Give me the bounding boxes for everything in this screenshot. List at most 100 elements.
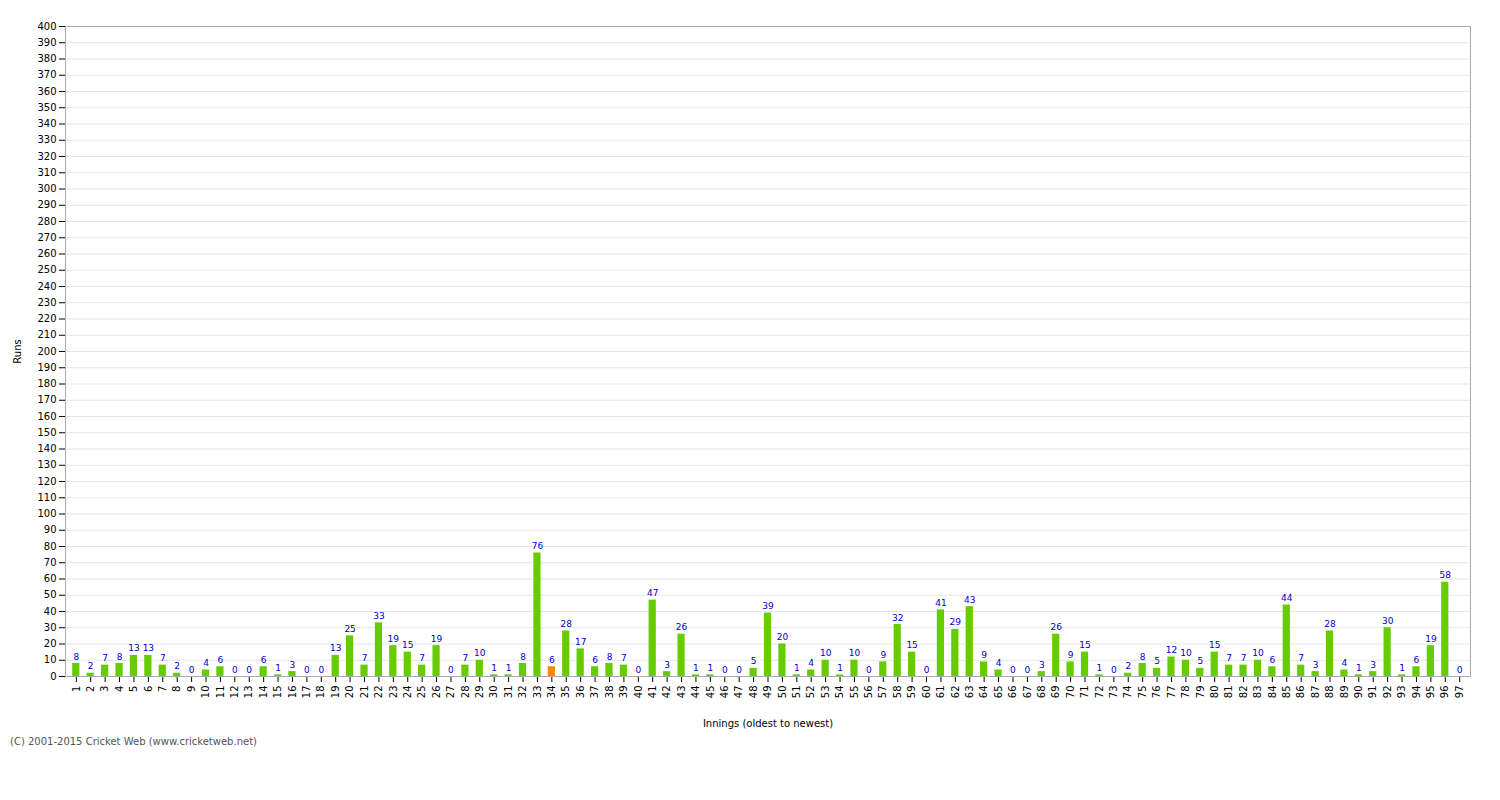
svg-text:88: 88 bbox=[1324, 686, 1335, 699]
svg-text:250: 250 bbox=[37, 264, 56, 275]
svg-text:3: 3 bbox=[290, 660, 296, 670]
svg-text:40: 40 bbox=[44, 606, 57, 617]
svg-text:44: 44 bbox=[690, 686, 701, 699]
svg-text:320: 320 bbox=[37, 151, 56, 162]
svg-text:9: 9 bbox=[880, 650, 886, 660]
svg-text:0: 0 bbox=[246, 665, 252, 675]
svg-text:25: 25 bbox=[416, 686, 427, 699]
svg-text:24: 24 bbox=[402, 686, 413, 699]
svg-text:22: 22 bbox=[373, 686, 384, 699]
svg-text:26: 26 bbox=[1050, 622, 1062, 632]
svg-text:35: 35 bbox=[560, 686, 571, 699]
svg-text:57: 57 bbox=[877, 686, 888, 699]
svg-text:1: 1 bbox=[506, 663, 512, 673]
svg-text:15: 15 bbox=[402, 640, 413, 650]
svg-text:70: 70 bbox=[44, 557, 57, 568]
svg-text:1: 1 bbox=[693, 663, 699, 673]
svg-text:41: 41 bbox=[647, 686, 658, 699]
svg-text:16: 16 bbox=[287, 686, 298, 699]
svg-text:9: 9 bbox=[186, 686, 197, 692]
svg-text:6: 6 bbox=[1414, 655, 1420, 665]
svg-text:0: 0 bbox=[304, 665, 310, 675]
svg-text:33: 33 bbox=[373, 611, 384, 621]
svg-text:10: 10 bbox=[849, 648, 861, 658]
svg-text:71: 71 bbox=[1079, 686, 1090, 699]
svg-text:310: 310 bbox=[37, 167, 56, 178]
svg-text:4: 4 bbox=[1342, 658, 1348, 668]
svg-text:20: 20 bbox=[44, 638, 57, 649]
svg-text:43: 43 bbox=[676, 686, 687, 699]
svg-text:48: 48 bbox=[748, 686, 759, 699]
svg-text:60: 60 bbox=[921, 686, 932, 699]
svg-text:19: 19 bbox=[388, 634, 400, 644]
svg-text:2: 2 bbox=[88, 661, 94, 671]
svg-text:9: 9 bbox=[1068, 650, 1074, 660]
svg-text:180: 180 bbox=[37, 378, 56, 389]
svg-text:0: 0 bbox=[1111, 665, 1117, 675]
svg-text:66: 66 bbox=[1007, 686, 1018, 699]
svg-text:51: 51 bbox=[791, 686, 802, 699]
svg-text:0: 0 bbox=[50, 671, 56, 682]
svg-text:19: 19 bbox=[330, 686, 341, 699]
svg-text:10: 10 bbox=[1180, 648, 1192, 658]
svg-text:82: 82 bbox=[1238, 686, 1249, 699]
svg-text:14: 14 bbox=[258, 686, 269, 699]
svg-text:19: 19 bbox=[1425, 634, 1437, 644]
svg-text:7: 7 bbox=[463, 653, 469, 663]
svg-text:130: 130 bbox=[37, 459, 56, 470]
svg-text:15: 15 bbox=[1209, 640, 1220, 650]
svg-text:26: 26 bbox=[676, 622, 688, 632]
svg-text:15: 15 bbox=[1079, 640, 1090, 650]
svg-text:43: 43 bbox=[964, 595, 975, 605]
svg-text:62: 62 bbox=[950, 686, 961, 699]
svg-text:370: 370 bbox=[37, 69, 56, 80]
svg-text:0: 0 bbox=[232, 665, 238, 675]
svg-text:0: 0 bbox=[1025, 665, 1031, 675]
svg-text:140: 140 bbox=[37, 443, 56, 454]
svg-text:2: 2 bbox=[1125, 661, 1131, 671]
svg-text:12: 12 bbox=[229, 686, 240, 699]
svg-text:260: 260 bbox=[37, 248, 56, 259]
svg-text:0: 0 bbox=[866, 665, 872, 675]
svg-text:11: 11 bbox=[215, 686, 226, 699]
svg-text:52: 52 bbox=[805, 686, 816, 699]
svg-text:80: 80 bbox=[1209, 686, 1220, 699]
svg-text:91: 91 bbox=[1367, 686, 1378, 699]
svg-text:86: 86 bbox=[1295, 686, 1306, 699]
svg-text:70: 70 bbox=[1065, 686, 1076, 699]
svg-text:7: 7 bbox=[102, 653, 108, 663]
svg-text:37: 37 bbox=[589, 686, 600, 699]
svg-text:64: 64 bbox=[978, 686, 989, 699]
svg-text:72: 72 bbox=[1094, 686, 1105, 699]
svg-text:5: 5 bbox=[1197, 656, 1203, 666]
svg-text:9: 9 bbox=[981, 650, 987, 660]
svg-text:81: 81 bbox=[1223, 686, 1234, 699]
svg-text:32: 32 bbox=[517, 686, 528, 699]
svg-text:4: 4 bbox=[203, 658, 209, 668]
svg-text:96: 96 bbox=[1439, 686, 1450, 699]
svg-text:0: 0 bbox=[1457, 665, 1463, 675]
svg-text:1: 1 bbox=[71, 686, 82, 692]
svg-text:30: 30 bbox=[1382, 616, 1394, 626]
svg-text:49: 49 bbox=[762, 686, 773, 699]
svg-text:2: 2 bbox=[174, 661, 180, 671]
svg-text:29: 29 bbox=[950, 617, 962, 627]
svg-text:69: 69 bbox=[1050, 686, 1061, 699]
svg-text:42: 42 bbox=[661, 686, 672, 699]
svg-text:55: 55 bbox=[849, 686, 860, 699]
svg-text:10: 10 bbox=[820, 648, 832, 658]
svg-text:330: 330 bbox=[37, 134, 56, 145]
svg-text:32: 32 bbox=[892, 613, 903, 623]
svg-text:7: 7 bbox=[157, 686, 168, 692]
svg-text:240: 240 bbox=[37, 281, 56, 292]
svg-text:94: 94 bbox=[1411, 686, 1422, 699]
svg-text:Runs: Runs bbox=[12, 339, 23, 363]
svg-text:8: 8 bbox=[1140, 652, 1146, 662]
svg-text:0: 0 bbox=[635, 665, 641, 675]
svg-text:10: 10 bbox=[474, 648, 486, 658]
svg-text:6: 6 bbox=[592, 655, 598, 665]
svg-text:13: 13 bbox=[128, 643, 139, 653]
svg-text:2: 2 bbox=[85, 686, 96, 692]
svg-text:20: 20 bbox=[777, 632, 789, 642]
svg-text:39: 39 bbox=[618, 686, 629, 699]
